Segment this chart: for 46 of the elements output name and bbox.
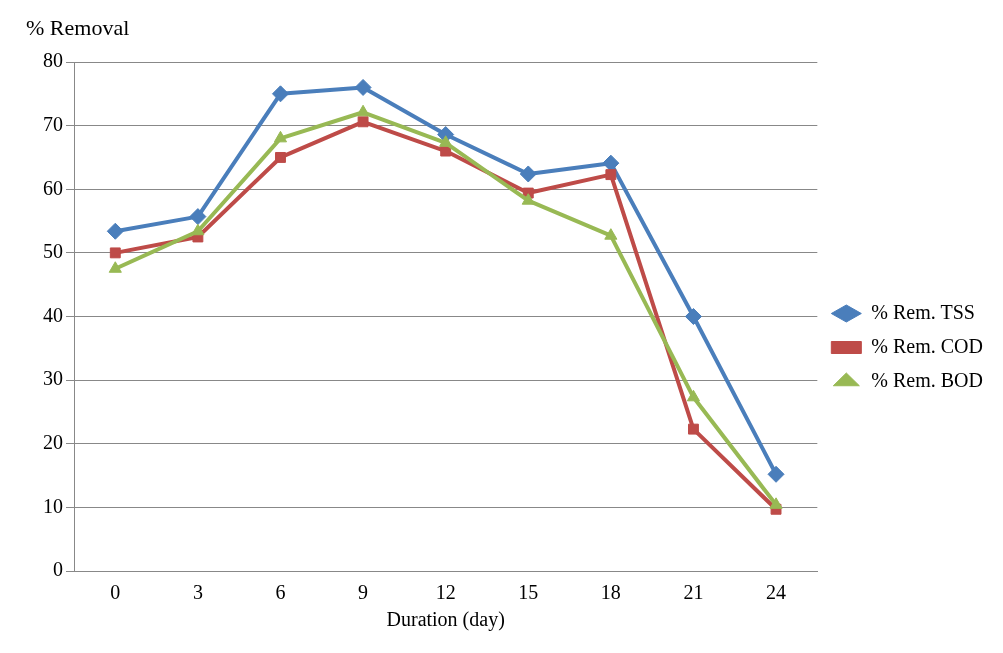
point xyxy=(271,85,289,103)
x-tick-label: 21 xyxy=(683,581,704,604)
point xyxy=(605,169,617,181)
x-axis-title: Duration (day) xyxy=(386,608,505,632)
point xyxy=(439,135,453,147)
point xyxy=(440,145,452,157)
y-tick-label: 30 xyxy=(43,367,63,390)
point xyxy=(109,247,121,259)
point xyxy=(356,104,370,117)
point xyxy=(684,308,702,325)
point xyxy=(602,154,620,172)
y-tick-label: 10 xyxy=(43,494,63,517)
point xyxy=(275,151,286,163)
point xyxy=(686,389,701,402)
x-tick-label: 24 xyxy=(766,581,787,604)
point xyxy=(354,78,372,96)
point xyxy=(604,228,618,240)
y-tick-label: 0 xyxy=(53,558,63,581)
x-tick-label: 3 xyxy=(192,581,203,604)
point xyxy=(357,116,369,128)
y-axis-title: % Removal xyxy=(26,14,130,40)
point xyxy=(189,208,207,226)
y-tick-label: 60 xyxy=(43,176,63,199)
point xyxy=(519,165,537,183)
point xyxy=(688,423,699,435)
point xyxy=(769,497,783,509)
point xyxy=(767,465,785,483)
point xyxy=(106,222,124,240)
y-tick-label: 50 xyxy=(43,240,63,263)
y-tick-label: 20 xyxy=(43,431,63,453)
point xyxy=(521,193,535,205)
x-tick-label: 0 xyxy=(110,581,121,604)
legend-label: % Rem. TSS xyxy=(871,300,975,323)
point xyxy=(108,261,122,273)
x-tick-label: 18 xyxy=(600,581,621,604)
y-tick-label: 70 xyxy=(43,112,63,135)
y-tick-label: 80 xyxy=(43,49,63,72)
legend-label: % Rem. COD xyxy=(871,334,984,357)
x-tick-label: 6 xyxy=(275,581,286,604)
point xyxy=(273,130,288,143)
point xyxy=(191,223,205,236)
x-tick-label: 15 xyxy=(518,581,539,604)
legend-label: % Rem. BOD xyxy=(871,368,984,391)
x-tick-label: 9 xyxy=(358,581,369,604)
x-tick-label: 12 xyxy=(435,581,456,604)
y-tick-label: 40 xyxy=(43,303,63,326)
